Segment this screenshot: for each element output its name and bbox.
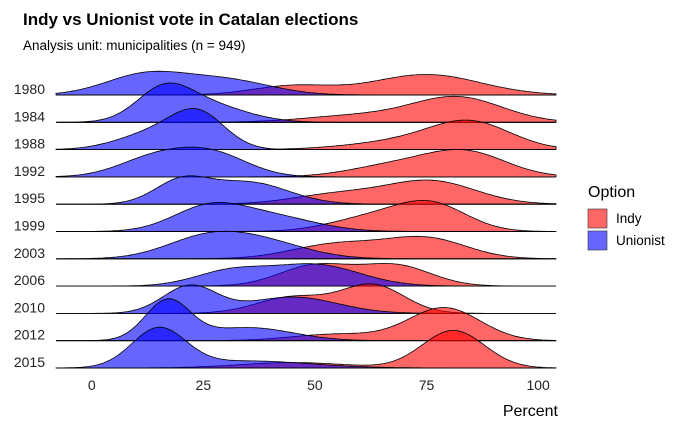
ridge-2003 bbox=[56, 230, 557, 260]
x-axis-ticks: 0 25 50 75 100 bbox=[88, 377, 550, 393]
ridge-2010 bbox=[56, 283, 556, 314]
y-tick-label-2010: 2010 bbox=[14, 299, 45, 315]
chart-subtitle: Analysis unit: municipalities (n = 949) bbox=[23, 38, 245, 53]
y-tick-label-2015: 2015 bbox=[14, 354, 45, 370]
x-tick-label-25: 25 bbox=[196, 377, 212, 393]
ridge-1980 bbox=[55, 70, 557, 96]
y-tick-label-1992: 1992 bbox=[14, 163, 45, 179]
y-tick-label-2006: 2006 bbox=[14, 272, 45, 288]
x-tick-label-0: 0 bbox=[88, 377, 96, 393]
legend: Option Indy Unionist bbox=[587, 184, 665, 251]
x-axis-title: Percent bbox=[503, 403, 559, 420]
legend-swatch-unionist bbox=[587, 230, 608, 251]
y-tick-label-1995: 1995 bbox=[14, 190, 45, 206]
legend-label-unionist: Unionist bbox=[616, 233, 665, 248]
ridge-2015 bbox=[55, 326, 557, 369]
legend-label-indy: Indy bbox=[616, 211, 642, 226]
y-tick-label-2012: 2012 bbox=[14, 327, 45, 343]
y-tick-label-2003: 2003 bbox=[14, 245, 45, 261]
legend-title: Option bbox=[588, 184, 635, 201]
y-tick-label-1980: 1980 bbox=[14, 81, 45, 97]
y-tick-label-1984: 1984 bbox=[14, 108, 45, 124]
ridge-1988 bbox=[55, 108, 557, 151]
x-tick-label-100: 100 bbox=[526, 377, 550, 393]
y-tick-label-1988: 1988 bbox=[14, 136, 45, 152]
ridge-1992 bbox=[55, 146, 557, 178]
ridge-2010-unionist bbox=[56, 284, 556, 314]
x-tick-label-75: 75 bbox=[419, 377, 435, 393]
ridge-1999 bbox=[56, 199, 557, 232]
ridge-2006 bbox=[56, 262, 556, 287]
ridges bbox=[55, 70, 557, 369]
y-tick-label-1999: 1999 bbox=[14, 218, 45, 234]
ridge-2006-unionist bbox=[56, 263, 556, 287]
chart-title: Indy vs Unionist vote in Catalan electio… bbox=[23, 10, 358, 29]
legend-swatch-indy bbox=[587, 208, 608, 229]
y-axis-labels: 1980 1984 1988 1992 1995 1999 2003 2006 2010 2012… bbox=[14, 81, 45, 370]
x-tick-label-50: 50 bbox=[307, 377, 323, 393]
ridge-1995 bbox=[56, 175, 557, 205]
